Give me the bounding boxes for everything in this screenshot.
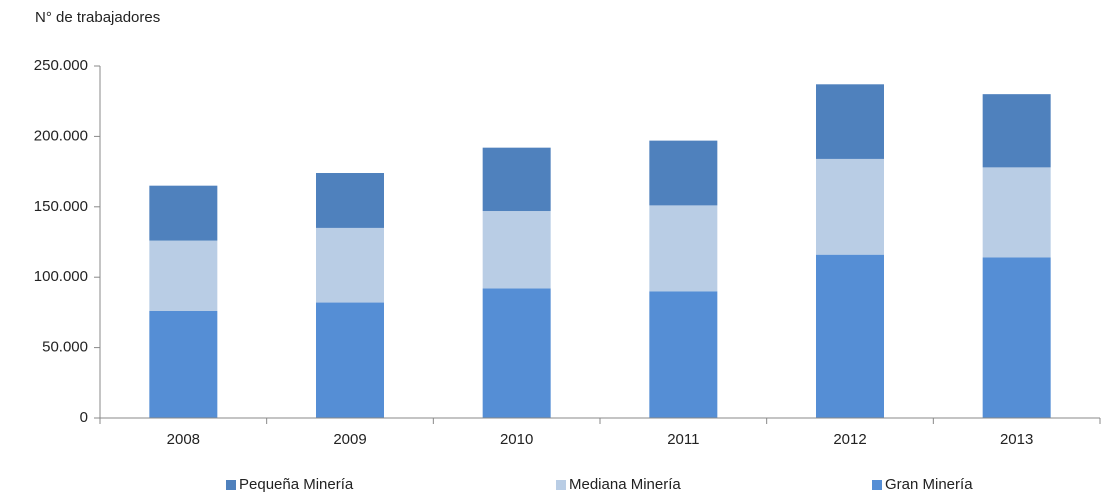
y-tick-label: 0 xyxy=(80,409,88,426)
bar-segment xyxy=(149,310,218,418)
y-tick-label: 200.000 xyxy=(34,127,88,144)
bar-segment xyxy=(316,173,384,228)
bar-segment xyxy=(649,291,718,418)
legend-swatch xyxy=(556,480,566,490)
y-tick-label: 250.000 xyxy=(34,57,88,74)
bar-segment xyxy=(482,147,551,212)
bar-segment xyxy=(816,84,884,159)
x-tick-label: 2012 xyxy=(833,431,866,448)
bar-segment xyxy=(816,158,884,255)
bar-segment xyxy=(649,205,718,292)
legend-label: Mediana Minería xyxy=(569,476,681,493)
legend-label: Gran Minería xyxy=(885,476,973,493)
bar-segment xyxy=(149,240,218,311)
x-tick-label: 2013 xyxy=(1000,431,1033,448)
bar-segment xyxy=(982,257,1051,418)
bar-segment xyxy=(482,288,551,418)
x-tick-label: 2010 xyxy=(500,431,533,448)
bar-segment xyxy=(816,254,884,418)
y-tick-label: 50.000 xyxy=(42,339,88,356)
legend-label: Pequeña Minería xyxy=(239,476,354,493)
bar-segment xyxy=(316,302,384,418)
y-tick-label: 100.000 xyxy=(34,268,88,285)
x-tick-label: 2008 xyxy=(167,431,200,448)
bar-segment xyxy=(982,167,1051,258)
legend-swatch xyxy=(872,480,882,490)
legend-swatch xyxy=(226,480,236,490)
bar-segment xyxy=(649,140,718,206)
y-tick-label: 150.000 xyxy=(34,198,88,215)
x-tick-label: 2009 xyxy=(333,431,366,448)
bar-segment xyxy=(482,211,551,289)
bar-segment xyxy=(982,94,1051,168)
bar-segment xyxy=(316,227,384,303)
bar-segment xyxy=(149,185,218,241)
y-axis-label: N° de trabajadores xyxy=(35,9,160,26)
x-tick-label: 2011 xyxy=(667,431,699,448)
